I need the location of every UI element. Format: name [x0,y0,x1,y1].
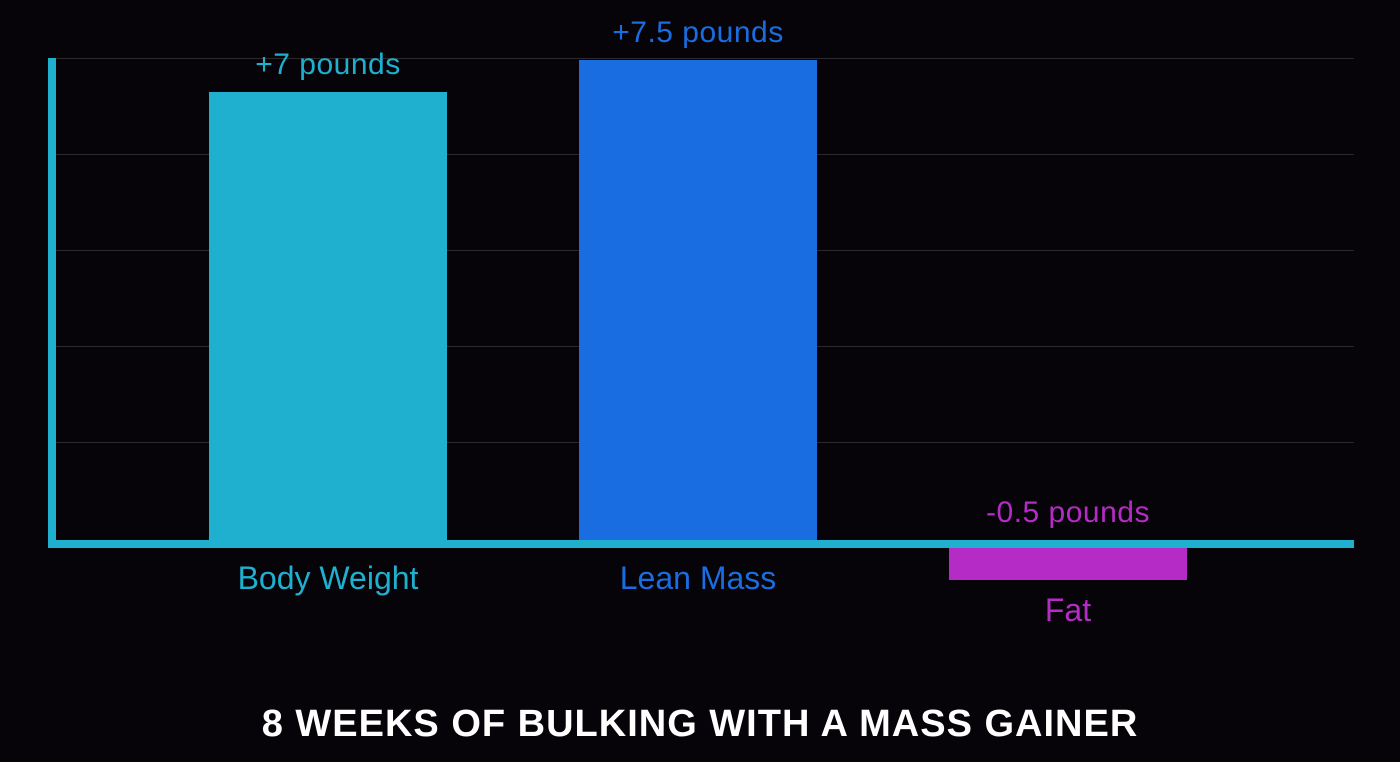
bar-body-weight [209,92,447,540]
cat-label-fat: Fat [918,592,1218,629]
cat-label-lean-mass: Lean Mass [548,560,848,597]
chart-title: 8 WEEKS OF BULKING WITH A MASS GAINER [0,703,1400,746]
value-label-fat: -0.5 pounds [918,496,1218,530]
y-axis [48,58,56,548]
x-axis [48,540,1354,548]
value-label-lean-mass: +7.5 pounds [548,16,848,50]
value-label-body-weight: +7 pounds [178,48,478,82]
cat-label-body-weight: Body Weight [178,560,478,597]
plot-area: +7 pounds +7.5 pounds -0.5 pounds Body W… [0,0,1400,762]
bar-fat [949,548,1187,580]
bar-lean-mass [579,60,817,540]
chart-canvas: +7 pounds +7.5 pounds -0.5 pounds Body W… [0,0,1400,762]
